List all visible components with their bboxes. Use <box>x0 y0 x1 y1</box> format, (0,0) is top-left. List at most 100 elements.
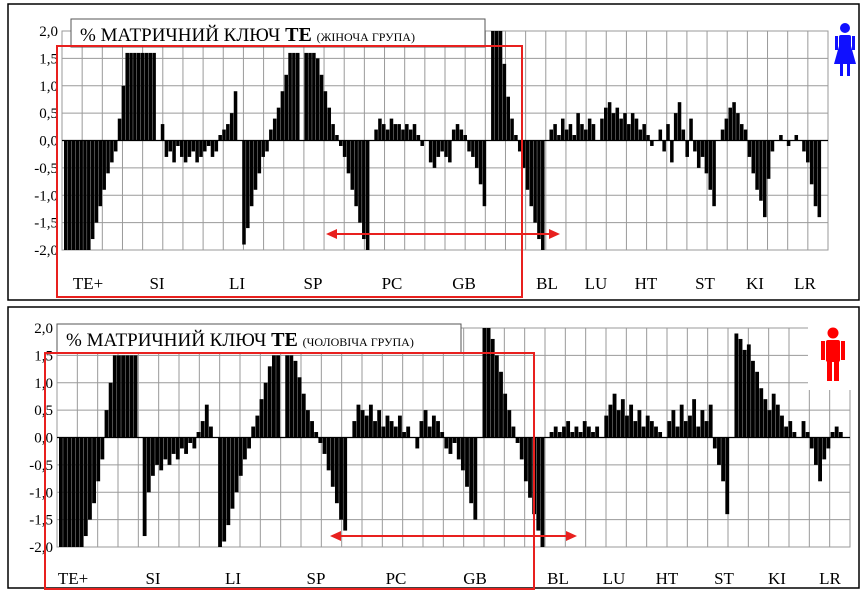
bar <box>517 140 522 152</box>
bar <box>523 437 528 482</box>
bar <box>725 437 730 515</box>
category-labels: TE+ SI LI SP PC GB BL LU HT ST KI LR <box>73 274 817 293</box>
bar <box>671 410 676 438</box>
bar <box>255 415 260 438</box>
bar <box>419 421 424 438</box>
bar <box>265 140 269 152</box>
bar <box>759 140 763 201</box>
bar <box>448 140 452 163</box>
bar <box>612 393 617 438</box>
bar <box>591 432 595 438</box>
bar <box>763 140 767 218</box>
bar <box>570 432 575 438</box>
bar <box>463 135 467 141</box>
bar <box>720 129 725 141</box>
bar <box>305 410 310 438</box>
bar <box>743 129 748 141</box>
bar <box>402 432 406 438</box>
bar <box>140 52 145 141</box>
bar <box>751 140 756 174</box>
bar <box>133 52 137 141</box>
bar <box>557 135 561 141</box>
bar <box>440 432 445 438</box>
bar <box>786 140 791 146</box>
bar <box>168 140 173 152</box>
bar <box>406 426 411 438</box>
bar <box>591 124 596 141</box>
bar <box>641 426 646 438</box>
bar <box>304 52 308 141</box>
bar <box>436 421 440 438</box>
bar <box>100 437 105 460</box>
bar <box>826 437 831 449</box>
bar <box>378 118 382 141</box>
bar <box>393 124 398 141</box>
bar <box>775 404 780 438</box>
bar <box>494 31 499 141</box>
bar <box>766 140 771 179</box>
bar <box>164 140 169 157</box>
bar <box>474 140 479 168</box>
bar <box>460 437 465 471</box>
bar <box>203 140 207 152</box>
bar <box>229 113 234 141</box>
chart-male-svg: 2,0 1,5 1,0 0,5 0,0 -0,5 -1,0 -1,5 -2,0 TE+ SI LI S… <box>7 306 860 590</box>
bar <box>670 140 674 163</box>
bar <box>335 135 339 141</box>
bar <box>604 415 609 438</box>
bar <box>104 410 109 438</box>
bar <box>685 140 689 157</box>
bar <box>574 426 579 438</box>
bar <box>658 432 663 438</box>
bar <box>295 52 300 141</box>
bar <box>473 437 478 520</box>
bar <box>397 124 401 141</box>
bar <box>696 426 701 438</box>
bar <box>549 129 554 141</box>
bar <box>210 140 215 157</box>
bar <box>784 426 789 438</box>
bar <box>540 437 545 547</box>
bar <box>444 140 448 157</box>
bar <box>331 124 335 141</box>
bar <box>272 118 277 141</box>
bar <box>625 415 629 438</box>
bar <box>615 107 620 141</box>
category-label: PC <box>386 569 407 588</box>
bar <box>200 421 205 438</box>
bar <box>536 437 541 531</box>
double-arrow <box>326 229 560 239</box>
bar <box>94 140 99 223</box>
highlight-frame <box>56 45 523 298</box>
bar <box>310 421 314 438</box>
bar <box>564 129 569 141</box>
bar <box>312 52 316 141</box>
category-label: SI <box>149 274 164 293</box>
y-tick-label: 2,0 <box>39 24 58 40</box>
y-tick-label: 1,5 <box>39 51 58 67</box>
bar <box>301 393 306 438</box>
bar <box>150 437 155 476</box>
bar <box>586 426 591 438</box>
bar <box>712 140 716 207</box>
bar <box>696 140 701 168</box>
bar <box>681 129 686 141</box>
bar <box>368 404 373 438</box>
bar <box>595 426 600 438</box>
bar <box>693 140 697 152</box>
bar <box>739 124 744 141</box>
bar <box>683 421 688 438</box>
bar <box>175 437 180 460</box>
bar <box>566 421 571 438</box>
category-label: SP <box>307 569 326 588</box>
bar <box>677 102 682 141</box>
bar <box>267 366 272 438</box>
bar <box>755 371 760 438</box>
category-label: TE+ <box>73 274 103 293</box>
bar <box>700 410 705 438</box>
category-label: LI <box>225 569 241 588</box>
bar <box>263 382 268 438</box>
bar <box>226 437 231 526</box>
bar <box>152 52 156 141</box>
bar <box>171 437 176 454</box>
